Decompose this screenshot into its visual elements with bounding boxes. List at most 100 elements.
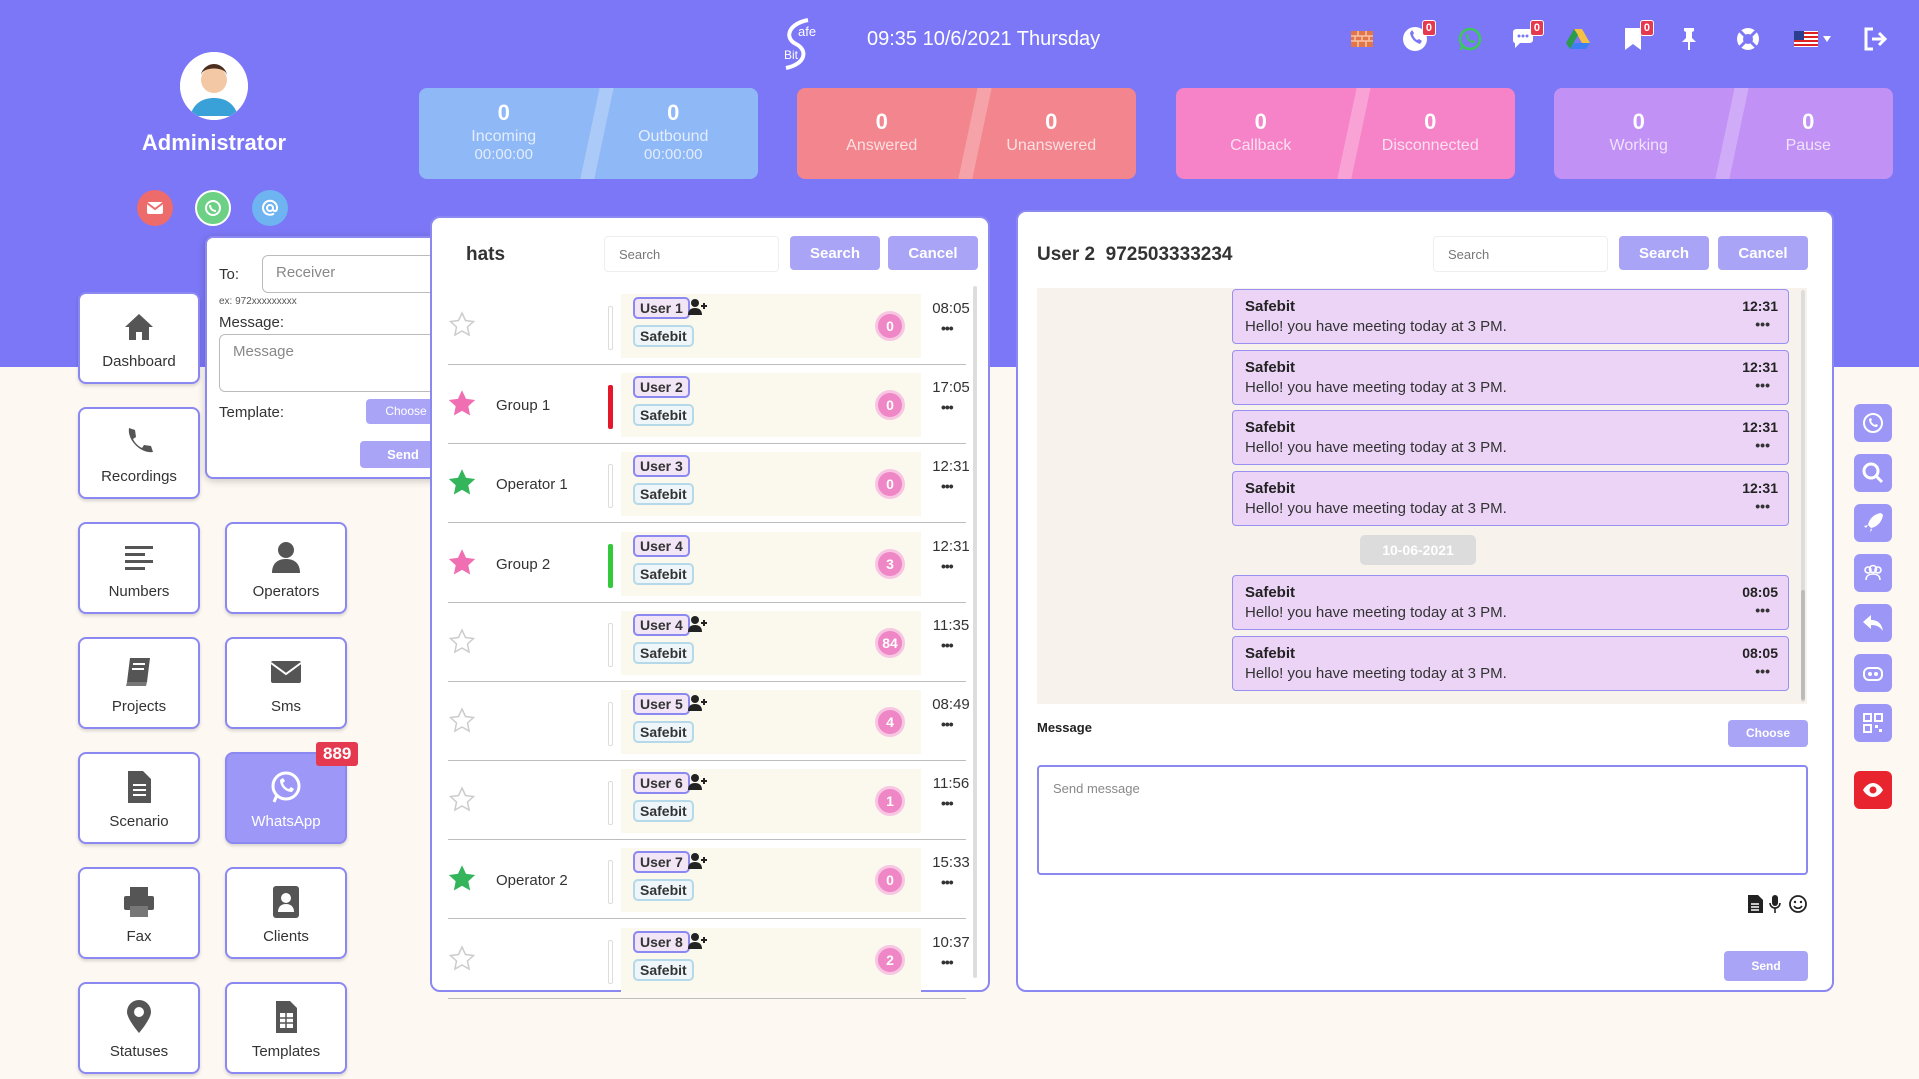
- nav-clients[interactable]: Clients: [225, 867, 347, 959]
- message-input[interactable]: Message: [219, 334, 448, 392]
- conversation-search-button[interactable]: Search: [1619, 236, 1709, 270]
- side-rocket-button[interactable]: [1854, 504, 1892, 542]
- chat-icon[interactable]: 0: [1508, 20, 1544, 54]
- whatsapp-icon[interactable]: [1455, 24, 1485, 54]
- at-button[interactable]: [252, 190, 288, 226]
- send-button[interactable]: Send: [1724, 951, 1808, 981]
- stat-working[interactable]: 0 Working: [1554, 88, 1724, 179]
- receiver-input[interactable]: Receiver: [262, 255, 438, 293]
- favorite-star-icon[interactable]: [448, 944, 476, 973]
- drive-icon[interactable]: [1563, 24, 1593, 54]
- nav-templates[interactable]: Templates: [225, 982, 347, 1074]
- add-user-icon[interactable]: [688, 932, 708, 950]
- message-menu[interactable]: •••: [1755, 663, 1770, 679]
- chats-scrollbar[interactable]: [973, 286, 977, 978]
- chats-search-input[interactable]: Search: [604, 236, 779, 272]
- side-whatsapp-button[interactable]: [1854, 404, 1892, 442]
- chat-row[interactable]: User 8 Safebit 2 10:37 •••: [448, 920, 970, 999]
- chat-menu[interactable]: •••: [941, 795, 954, 812]
- side-reply-button[interactable]: [1854, 604, 1892, 642]
- conversation-search-input[interactable]: Search: [1433, 236, 1608, 272]
- chats-search-button[interactable]: Search: [790, 236, 880, 270]
- pin-icon[interactable]: [1674, 24, 1704, 54]
- favorite-star-icon[interactable]: [448, 469, 476, 497]
- safebit-logo[interactable]: afe Bit: [778, 16, 820, 72]
- message-menu[interactable]: •••: [1755, 602, 1770, 618]
- favorite-star-icon[interactable]: [448, 865, 476, 893]
- nav-statuses[interactable]: Statuses: [78, 982, 200, 1074]
- nav-recordings[interactable]: Recordings: [78, 407, 200, 499]
- stat-answered[interactable]: 0 Answered: [797, 88, 967, 179]
- nav-fax[interactable]: Fax: [78, 867, 200, 959]
- favorite-star-icon[interactable]: [448, 707, 476, 735]
- side-users-button[interactable]: [1854, 554, 1892, 592]
- favorite-star-icon[interactable]: [448, 786, 476, 814]
- chat-row[interactable]: Group 1 User 2 Safebit 0 17:05 •••: [448, 365, 970, 445]
- add-user-icon[interactable]: [688, 298, 708, 316]
- chat-row[interactable]: User 5 Safebit 4 08:49 •••: [448, 682, 970, 761]
- side-bot-button[interactable]: [1854, 654, 1892, 692]
- phone-icon[interactable]: 0: [1400, 20, 1436, 54]
- support-icon[interactable]: [1733, 24, 1763, 54]
- email-button[interactable]: [137, 190, 173, 226]
- conversation-cancel-button[interactable]: Cancel: [1718, 236, 1808, 270]
- message-menu[interactable]: •••: [1755, 316, 1770, 332]
- nav-numbers[interactable]: Numbers: [78, 522, 200, 614]
- nav-whatsapp[interactable]: WhatsApp: [225, 752, 347, 844]
- attach-file-icon[interactable]: [1746, 894, 1764, 914]
- chat-menu[interactable]: •••: [941, 557, 954, 574]
- add-user-icon[interactable]: [688, 615, 708, 633]
- stat-outbound[interactable]: 0 Outbound 00:00:00: [589, 88, 759, 179]
- avatar[interactable]: [180, 52, 248, 120]
- chat-row[interactable]: Group 2 User 4 Safebit 3 12:31 •••: [448, 524, 970, 603]
- firewall-icon[interactable]: [1347, 24, 1377, 54]
- favorite-star-icon[interactable]: [448, 628, 476, 656]
- favorite-star-icon[interactable]: [448, 311, 476, 339]
- chat-menu[interactable]: •••: [941, 320, 954, 336]
- microphone-icon[interactable]: [1768, 894, 1782, 914]
- chat-menu[interactable]: •••: [941, 953, 954, 970]
- whatsapp-button[interactable]: [195, 190, 231, 226]
- chat-menu[interactable]: •••: [941, 716, 954, 732]
- nav-scenario[interactable]: Scenario: [78, 752, 200, 844]
- add-user-icon[interactable]: [688, 773, 708, 791]
- chat-menu[interactable]: •••: [941, 399, 954, 416]
- side-eye-button[interactable]: [1854, 771, 1892, 809]
- flag-icon[interactable]: [1793, 24, 1833, 54]
- emoji-icon[interactable]: [1788, 894, 1808, 914]
- profile-name: Administrator: [141, 130, 287, 155]
- chat-row[interactable]: User 6 Safebit 1 11:56 •••: [448, 761, 969, 841]
- stat-incoming[interactable]: 0 Incoming 00:00:00: [419, 88, 589, 179]
- favorite-star-icon[interactable]: [448, 390, 476, 418]
- chat-row[interactable]: Operator 1 User 3 Safebit 0 12:31 •••: [448, 444, 970, 524]
- bookmark-icon[interactable]: 0: [1618, 20, 1654, 54]
- messages-scrollbar[interactable]: [1801, 290, 1805, 702]
- nav-dashboard[interactable]: Dashboard: [78, 292, 200, 384]
- message-menu[interactable]: •••: [1755, 498, 1770, 514]
- nav-projects[interactable]: Projects: [78, 637, 200, 729]
- nav-operators[interactable]: Operators: [225, 522, 347, 614]
- chat-row[interactable]: User 1 Safebit 0 08:05 •••: [448, 286, 970, 365]
- stat-disconnected[interactable]: 0 Disconnected: [1346, 88, 1516, 179]
- logout-icon[interactable]: [1860, 24, 1890, 54]
- side-search-button[interactable]: [1854, 454, 1892, 492]
- side-qr-button[interactable]: [1854, 704, 1892, 742]
- add-user-icon[interactable]: [688, 694, 708, 712]
- chats-cancel-button[interactable]: Cancel: [888, 236, 978, 270]
- nav-sms[interactable]: Sms: [225, 637, 347, 729]
- add-user-icon[interactable]: [688, 852, 708, 870]
- choose-template-button[interactable]: Choose: [1728, 720, 1808, 747]
- stat-callback[interactable]: 0 Callback: [1176, 88, 1346, 179]
- chat-row[interactable]: User 4 Safebit 84 11:35 •••: [448, 603, 969, 682]
- chat-row[interactable]: Operator 2 User 7 Safebit 0 15:33 •••: [448, 840, 970, 920]
- messages-scroll-thumb[interactable]: [1801, 590, 1805, 700]
- chat-menu[interactable]: •••: [941, 874, 954, 891]
- favorite-star-icon[interactable]: [448, 548, 476, 577]
- send-message-input[interactable]: Send message: [1037, 765, 1808, 875]
- message-menu[interactable]: •••: [1755, 437, 1770, 453]
- stat-unanswered[interactable]: 0 Unanswered: [967, 88, 1137, 179]
- chat-menu[interactable]: •••: [941, 636, 954, 653]
- chat-menu[interactable]: •••: [941, 478, 954, 495]
- message-menu[interactable]: •••: [1755, 377, 1770, 393]
- stat-pause[interactable]: 0 Pause: [1724, 88, 1894, 179]
